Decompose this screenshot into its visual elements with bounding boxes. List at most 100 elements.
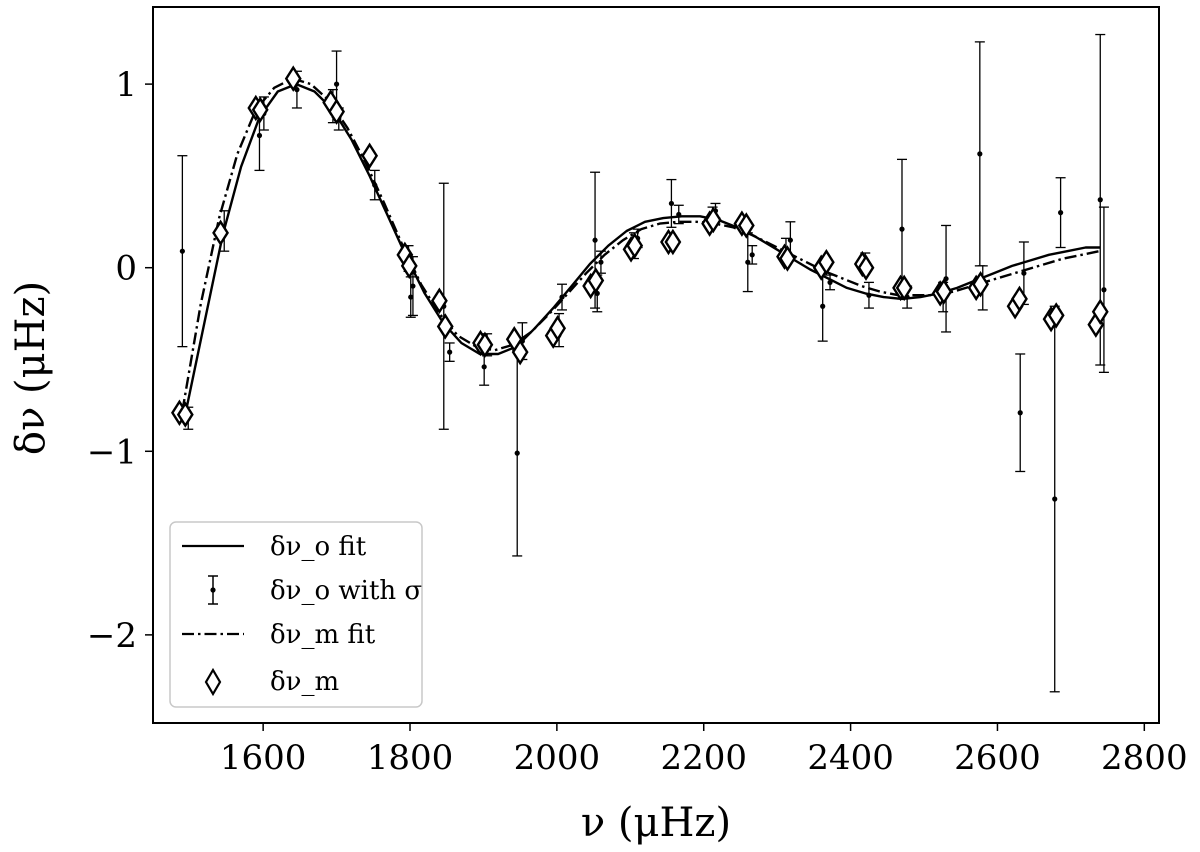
errorbar-dot: [1052, 496, 1058, 502]
model-diamond-point: [361, 142, 379, 169]
errorbar-dot: [749, 252, 755, 258]
model-diamond-point: [251, 96, 269, 124]
legend-label-model-fit: δν_m fit: [270, 620, 376, 650]
model-diamond-point: [1011, 285, 1028, 313]
model-diamond-point: [1091, 298, 1109, 325]
model-diamond-point: [430, 287, 448, 314]
legend-label-model: δν_m: [270, 667, 339, 697]
y-tick-label: −2: [87, 616, 137, 656]
errorbar-point: [1049, 305, 1060, 693]
model-diamond-point: [737, 212, 755, 239]
model-diamond-point: [400, 252, 418, 280]
errorbar-dot: [447, 349, 453, 355]
errorbar-dot: [977, 151, 983, 157]
errorbar-dot: [294, 87, 300, 93]
errorbar-dot: [787, 237, 793, 243]
errorbar-point: [369, 169, 380, 201]
model-diamond-point: [817, 248, 835, 276]
legend-errorbar-icon: [208, 575, 218, 605]
errorbar-point: [405, 276, 416, 318]
errorbar-dot: [676, 211, 682, 218]
model-diamond-point: [1047, 302, 1065, 329]
model-diamond-point: [284, 65, 302, 92]
legend-label-obs-sigma: δν_o with σ: [270, 576, 422, 606]
errorbar-point: [863, 281, 874, 309]
errorbar-dot: [1097, 197, 1103, 203]
errorbar-dot: [514, 450, 520, 456]
errorbar-dot: [408, 294, 414, 300]
errorbar-dot: [1101, 287, 1107, 293]
axis-ticks: 1600 1800 2000 2200 2400 2600 2800 1 0 −1 −2: [87, 65, 1188, 778]
errorbar-point: [1015, 353, 1026, 473]
model-diamond-point: [511, 338, 529, 366]
errorbar-point: [974, 41, 985, 267]
x-tick-label: 2400: [807, 738, 894, 778]
plot-frame: [152, 6, 1160, 724]
errorbar-dot: [256, 132, 263, 139]
errorbar-dot: [179, 248, 185, 254]
errorbar-dot: [372, 182, 378, 188]
x-axis-label: ν (μHz): [581, 800, 731, 846]
errorbar-dot: [827, 279, 833, 285]
x-tick-label: 2800: [1101, 738, 1188, 778]
model-diamond-point: [895, 274, 913, 302]
model-diamond-point: [549, 315, 567, 342]
chart-marks: [171, 33, 1109, 693]
model-diamond-point: [176, 401, 194, 428]
x-tick-label: 2200: [660, 738, 747, 778]
legend-box: [169, 521, 423, 708]
model-diamond-point: [664, 228, 682, 256]
errorbar-dot: [1017, 410, 1023, 416]
model-diamond-point: [212, 219, 229, 247]
errorbar-dot: [333, 81, 340, 87]
errorbar-dot: [1021, 270, 1027, 276]
errorbar-point: [1098, 206, 1109, 373]
errorbar-point: [941, 224, 952, 333]
errorbar-dot: [1058, 210, 1064, 216]
errorbar-dot: [668, 200, 675, 207]
errorbar-point: [512, 349, 523, 557]
model-diamond-point: [972, 270, 989, 298]
model-diamond-point: [704, 206, 722, 234]
x-tick-label: 2000: [514, 738, 601, 778]
obs-fit-line: [184, 82, 1101, 412]
errorbar-dot: [598, 259, 604, 265]
model-diamond-point: [779, 245, 796, 272]
errorbar-dot: [866, 292, 872, 298]
y-axis-label: δν (μHz): [8, 281, 54, 455]
errorbar-point: [1055, 177, 1066, 249]
errorbar-dot: [592, 237, 598, 243]
errorbar-point: [666, 178, 677, 228]
model-diamond-point: [587, 267, 605, 294]
model-diamond-point: [436, 313, 454, 340]
errorbar-dot: [481, 364, 487, 370]
errorbar-point: [177, 155, 188, 348]
errorbar-point: [825, 274, 836, 291]
errorbar-dot: [559, 294, 565, 300]
y-tick-label: 1: [115, 65, 137, 105]
errorbar-dot: [410, 283, 416, 289]
errorbar-point: [747, 245, 758, 265]
model-diamond-point: [857, 254, 875, 281]
errorbar-dot: [899, 226, 905, 232]
y-tick-label: −1: [87, 432, 137, 472]
errorbar-point: [742, 232, 753, 293]
model-diamond-point: [328, 98, 345, 125]
legend-label-obs-fit: δν_o fit: [270, 532, 367, 562]
x-tick-label: 1800: [367, 738, 454, 778]
model-diamond-point: [476, 331, 494, 359]
errorbar-point: [673, 204, 684, 225]
model-diamond-point: [626, 232, 644, 259]
errorbar-point: [444, 342, 455, 362]
model-diamond-point: [935, 278, 953, 305]
errorbar-point: [817, 270, 828, 342]
legend: δν_o fit δν_o with σ δν_m fit δν_m: [169, 521, 423, 708]
y-tick-label: 0: [115, 249, 137, 289]
x-tick-label: 2600: [954, 738, 1041, 778]
legend-diamond-icon: [204, 667, 222, 697]
x-tick-label: 1600: [220, 738, 307, 778]
errorbar-point: [557, 283, 568, 311]
errorbar-dot: [820, 303, 826, 309]
